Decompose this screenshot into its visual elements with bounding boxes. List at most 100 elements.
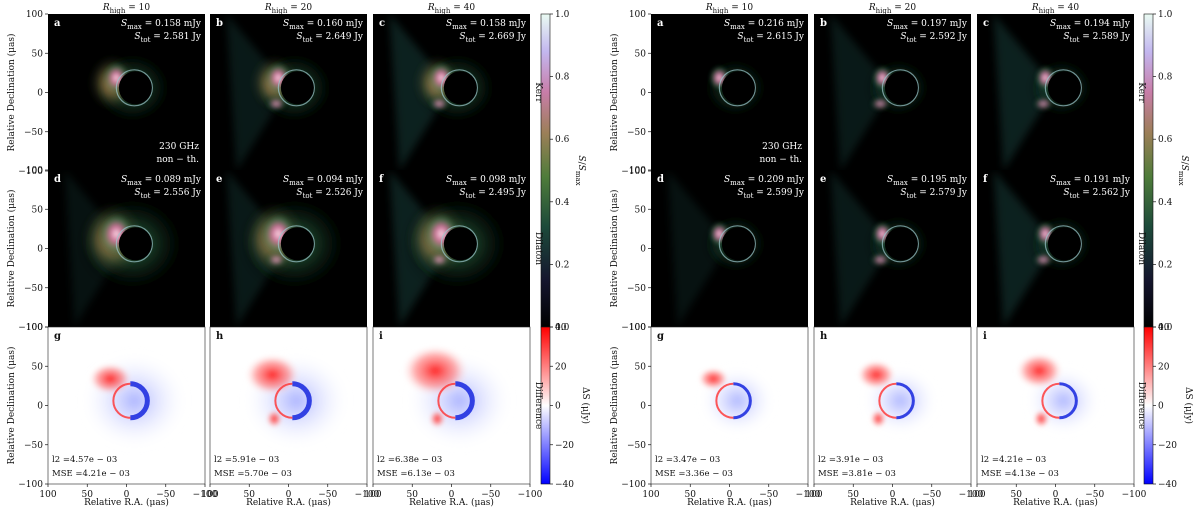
black-hole-image: [389, 14, 500, 171]
y-axis-label: Relative Declination (μas): [6, 189, 17, 307]
emission-model-label: non − th.: [759, 155, 802, 165]
colorbar-label-difference: ΔS (μJy): [1183, 387, 1194, 424]
y-tick-label: 0: [640, 89, 646, 99]
x-tick-label: 50: [685, 490, 697, 500]
black-hole-image: [993, 14, 1095, 171]
black-hole-image: [830, 14, 932, 171]
stot-label: Stot = 2.589 Jy: [1063, 32, 1131, 44]
l2-label: l2 =3.47e − 03: [655, 455, 720, 465]
x-tick-label: 0: [286, 490, 292, 500]
colorbar-tick-label: 0.8: [1158, 73, 1173, 83]
colorbar-tick-label: −40: [1158, 480, 1177, 490]
excess-ring: [715, 382, 734, 419]
photon-ring: [115, 225, 153, 263]
shadow: [118, 227, 152, 261]
excess-ring: [437, 382, 456, 419]
y-tick-label: 100: [26, 323, 43, 333]
shadow: [1047, 227, 1081, 261]
y-tick-label: 50: [635, 205, 647, 215]
mse-label: MSE =3.81e − 03: [818, 469, 896, 479]
x-tick-label: 50: [1011, 490, 1023, 500]
panel-letter: i: [379, 331, 383, 342]
colorbar-tick-label: 0: [555, 402, 561, 412]
smax-label: Smax = 0.158 mJy: [446, 19, 527, 31]
colorbar-tick-label: 0.6: [1158, 135, 1173, 145]
y-tick-label: 0: [37, 245, 43, 255]
smax-label: Smax = 0.197 mJy: [887, 19, 968, 31]
diff-panel-g: g l2 =3.47e − 03 MSE =3.36e − 03 100 100 50 50…: [621, 323, 820, 500]
frequency-label: 230 GHz: [762, 142, 802, 152]
stot-label: Stot = 2.556 Jy: [134, 188, 202, 200]
row-label: Dilaton: [1136, 232, 1146, 265]
mse-label: MSE =5.70e − 03: [214, 469, 292, 479]
y-tick-label: −100: [18, 323, 43, 333]
colorbar-tick-label: 40: [555, 323, 567, 333]
shadow: [1047, 71, 1081, 105]
diff-panel-h: h l2 =3.91e − 03 MSE =3.81e − 03 100 50 0 −50 −…: [805, 326, 984, 500]
y-axis-label: Relative Declination (μas): [609, 346, 620, 464]
panel-letter: h: [216, 331, 224, 342]
figure-1: Rhigh = 10 Rhigh = 20 Rhigh = 40 Relative D…: [6, 3, 591, 508]
photon-ring: [718, 225, 756, 263]
stot-label: Stot = 2.599 Jy: [737, 188, 805, 200]
lower-excess: [870, 409, 887, 428]
row-label: Difference: [533, 382, 543, 430]
lower-excess: [266, 409, 283, 428]
x-tick-label: 50: [82, 490, 94, 500]
x-tick-label: 100: [364, 490, 381, 500]
x-tick-label: 0: [1053, 490, 1059, 500]
colorbar-label-difference: ΔS (μJy): [580, 387, 591, 424]
difference-image: [401, 344, 515, 451]
x-tick-label: 50: [407, 490, 419, 500]
panel-letter: g: [54, 331, 61, 342]
difference-image: [697, 365, 776, 436]
x-tick-label: 50: [244, 490, 256, 500]
x-tick-label: 100: [642, 490, 659, 500]
colorbar-tick-label: 1.0: [555, 10, 570, 20]
colorbar: [540, 13, 551, 328]
mse-label: MSE =4.13e − 03: [981, 469, 1059, 479]
excess-lobe: [856, 360, 896, 390]
stot-label: Stot = 2.579 Jy: [900, 188, 968, 200]
x-axis-label: Relative R.A. (μas): [84, 497, 169, 508]
lower-lobe: [1033, 96, 1054, 111]
x-tick-label: 100: [39, 490, 56, 500]
excess-lobe: [1015, 352, 1064, 389]
y-tick-label: −100: [621, 480, 646, 490]
colorbar-tick-label: 0.4: [1158, 198, 1173, 208]
x-tick-label: −100: [193, 490, 218, 500]
x-tick-label: 0: [124, 490, 130, 500]
diff-panel-i: i l2 =6.38e − 03 MSE =6.13e − 03 100 50 0 −50 −…: [364, 326, 543, 500]
colorbar-tick-label: 40: [1158, 323, 1170, 333]
lower-lobe: [266, 252, 287, 267]
x-tick-label: 0: [449, 490, 455, 500]
y-tick-label: −50: [24, 284, 43, 294]
lower-excess: [1033, 409, 1050, 428]
colorbar-tick-label: 0.4: [555, 198, 570, 208]
y-tick-label: 50: [635, 362, 647, 372]
shadow: [884, 227, 918, 261]
x-axis-label: Relative R.A. (μas): [850, 497, 935, 508]
colorbar-tick-label: −40: [555, 480, 574, 490]
photon-ring: [1044, 69, 1082, 107]
y-axis-label: Relative Declination (μas): [609, 33, 620, 151]
y-tick-label: −50: [24, 128, 43, 138]
x-tick-label: 100: [201, 490, 218, 500]
y-tick-label: 50: [32, 49, 44, 59]
smax-label: Smax = 0.094 mJy: [283, 175, 364, 187]
stot-label: Stot = 2.562 Jy: [1063, 188, 1131, 200]
panel-letter: a: [54, 18, 61, 29]
deficit-ring: [896, 382, 915, 420]
x-tick-label: −100: [355, 490, 380, 500]
jet-emission: [830, 170, 893, 327]
smax-label: Smax = 0.216 mJy: [724, 19, 805, 31]
